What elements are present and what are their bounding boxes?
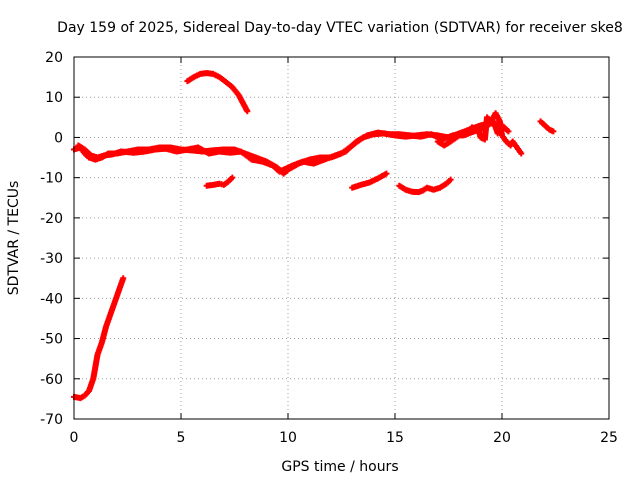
y-tick-label: 10 bbox=[45, 90, 63, 106]
series-arc-short-low bbox=[203, 174, 236, 189]
x-tick-label: 25 bbox=[600, 430, 618, 446]
chart-title: Day 159 of 2025, Sidereal Day-to-day VTE… bbox=[57, 20, 623, 36]
y-axis-label: SDTVAR / TECUs bbox=[6, 181, 22, 296]
series-arc-dip-15 bbox=[396, 176, 454, 196]
y-tick-label: -10 bbox=[40, 171, 63, 187]
x-tick-label: 10 bbox=[279, 430, 297, 446]
x-tick-label: 0 bbox=[70, 430, 79, 446]
series-arc-hump bbox=[184, 70, 251, 115]
series-arc-steep-rise bbox=[71, 275, 127, 402]
data-point bbox=[550, 128, 557, 135]
x-tick-label: 5 bbox=[177, 430, 186, 446]
y-tick-label: -60 bbox=[40, 372, 63, 388]
grid-lines bbox=[74, 57, 609, 419]
data-point bbox=[383, 170, 390, 177]
y-tick-label: -20 bbox=[40, 211, 63, 227]
y-tick-label: 20 bbox=[45, 50, 63, 66]
data-point bbox=[120, 275, 127, 282]
series-arc-late-scatter bbox=[434, 110, 525, 157]
y-tick-label: -40 bbox=[40, 291, 63, 307]
data-point bbox=[505, 128, 512, 135]
x-tick-label: 20 bbox=[493, 430, 511, 446]
plot-frame bbox=[73, 56, 610, 420]
series-arc-main-b bbox=[75, 118, 501, 175]
y-tick-label: -30 bbox=[40, 251, 63, 267]
data-series bbox=[71, 70, 557, 402]
series-arc-rise-13 bbox=[349, 170, 390, 191]
y-tick-label: -50 bbox=[40, 332, 63, 348]
x-tick-label: 15 bbox=[386, 430, 404, 446]
series-arc-end bbox=[537, 118, 557, 135]
data-point bbox=[518, 150, 525, 157]
data-point bbox=[229, 174, 236, 181]
axis-ticks: 0 5 10 15 20 25 -70 -60 -50 -40 -30 -20 -10 0 10 20 bbox=[40, 50, 618, 446]
y-tick-label: 0 bbox=[54, 130, 63, 146]
x-axis-label: GPS time / hours bbox=[281, 459, 398, 475]
y-tick-label: -70 bbox=[40, 412, 63, 428]
data-point bbox=[244, 108, 251, 115]
data-point bbox=[447, 176, 454, 183]
